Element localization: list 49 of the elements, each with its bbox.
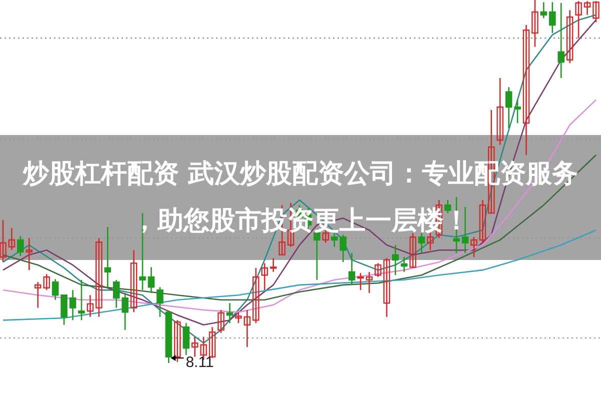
candlestick	[52, 278, 59, 300]
candlestick	[426, 232, 434, 251]
candlestick	[522, 24, 530, 156]
candlestick	[592, 0, 600, 23]
candlestick	[444, 199, 452, 214]
candlestick	[78, 279, 85, 321]
candlestick	[130, 249, 138, 313]
candlestick	[366, 271, 373, 294]
candlestick	[148, 266, 155, 294]
candlestick	[566, 10, 574, 64]
candlestick	[558, 2, 565, 79]
candlestick	[96, 237, 102, 318]
candlestick	[505, 86, 512, 129]
candlestick	[348, 252, 356, 286]
candlestick	[156, 286, 164, 318]
candlestick	[575, 0, 582, 39]
candlestick	[26, 237, 33, 271]
candlestick	[462, 206, 469, 254]
candlestick	[532, 0, 538, 48]
candlestick	[584, 0, 591, 16]
candlestick	[409, 232, 416, 269]
candlestick	[218, 309, 224, 334]
candlestick	[383, 257, 390, 318]
candlestick	[400, 256, 408, 273]
candlestick	[8, 227, 16, 251]
candlestick	[392, 244, 399, 276]
candlestick	[86, 294, 94, 318]
candlestick	[252, 267, 260, 324]
candlestick	[270, 257, 277, 273]
candlestick	[191, 336, 198, 358]
candlestick	[514, 99, 521, 124]
annotation: 8.11	[186, 354, 214, 371]
candlestick	[549, 2, 556, 34]
candlestick	[357, 272, 364, 291]
candlestick	[139, 212, 146, 291]
candlestick	[496, 77, 504, 146]
candlestick	[540, 2, 548, 19]
candlestick	[0, 219, 6, 263]
candlestick	[69, 289, 76, 321]
candlestick	[60, 294, 68, 326]
candlestick	[418, 232, 425, 254]
candlestick	[182, 322, 190, 356]
candlestick	[17, 235, 24, 257]
candlestick	[235, 312, 242, 324]
candlestick	[104, 226, 112, 288]
candlestick	[226, 302, 234, 324]
candlestick	[261, 262, 268, 291]
candlestick	[374, 262, 382, 278]
candlestick	[244, 309, 251, 348]
